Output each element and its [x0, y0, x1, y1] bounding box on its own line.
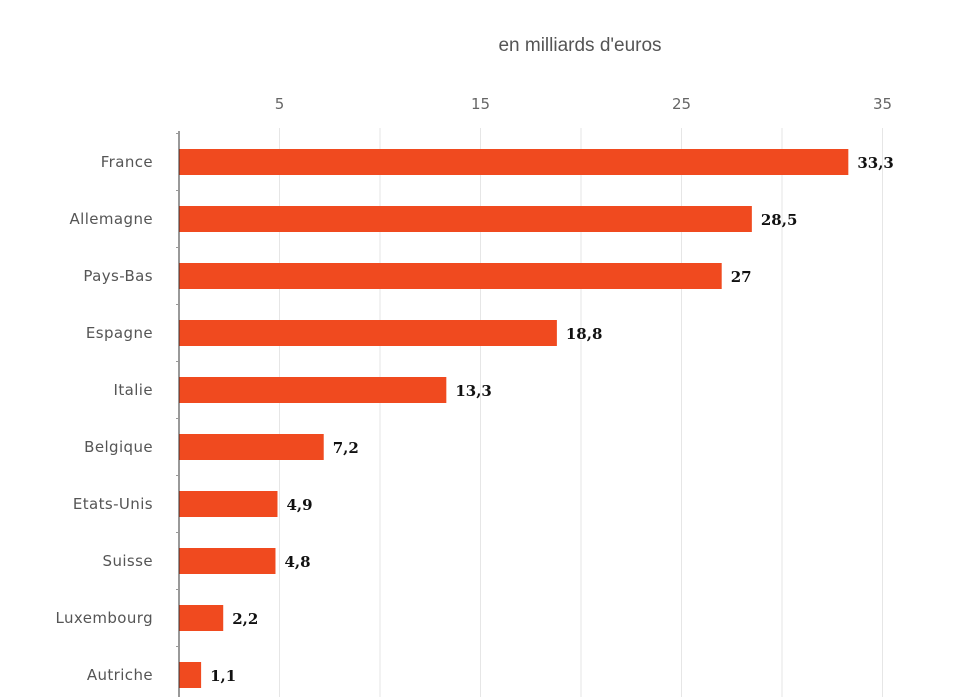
- x-tick-label: 15: [471, 95, 490, 113]
- value-label: 2,2: [232, 610, 258, 628]
- value-label: 27: [731, 268, 752, 286]
- unit-label: en milliards d'euros: [498, 35, 661, 56]
- category-label: Autriche: [87, 666, 153, 684]
- category-label: Espagne: [86, 324, 153, 342]
- category-label: Pays-Bas: [83, 267, 153, 285]
- value-label: 33,3: [857, 154, 894, 172]
- value-label: 18,8: [566, 325, 603, 343]
- value-label: 1,1: [210, 667, 236, 685]
- x-tick-label: 25: [672, 95, 691, 113]
- bar: [179, 662, 202, 688]
- x-tick-label: 5: [275, 95, 285, 113]
- value-labels: 33,3 28,5 27 18,8 13,3 7,2 4,9 4,8 2,2 1,1: [210, 154, 894, 685]
- x-axis-tick-labels: 5 15 25 35: [275, 95, 892, 113]
- bar: [179, 263, 722, 289]
- category-label: Belgique: [84, 438, 153, 456]
- bar: [179, 149, 849, 175]
- bar: [179, 605, 224, 631]
- bars: [179, 149, 849, 688]
- category-labels: France Allemagne Pays-Bas Espagne Italie Belg…: [56, 153, 154, 684]
- value-label: 4,8: [284, 553, 310, 571]
- bar: [179, 206, 752, 232]
- category-label: Italie: [114, 381, 153, 399]
- value-label: 7,2: [333, 439, 359, 457]
- category-label: Allemagne: [70, 210, 154, 228]
- value-label: 28,5: [761, 211, 798, 229]
- y-axis: [176, 131, 180, 697]
- category-label: Suisse: [103, 552, 153, 570]
- category-label: Luxembourg: [56, 609, 154, 627]
- category-label: France: [101, 153, 153, 171]
- category-label: Etats-Unis: [73, 495, 153, 513]
- bar: [179, 377, 447, 403]
- value-label: 4,9: [286, 496, 312, 514]
- bar: [179, 491, 278, 517]
- x-tick-label: 35: [873, 95, 892, 113]
- bar: [179, 434, 324, 460]
- bar: [179, 548, 276, 574]
- value-label: 13,3: [455, 382, 492, 400]
- bar: [179, 320, 557, 346]
